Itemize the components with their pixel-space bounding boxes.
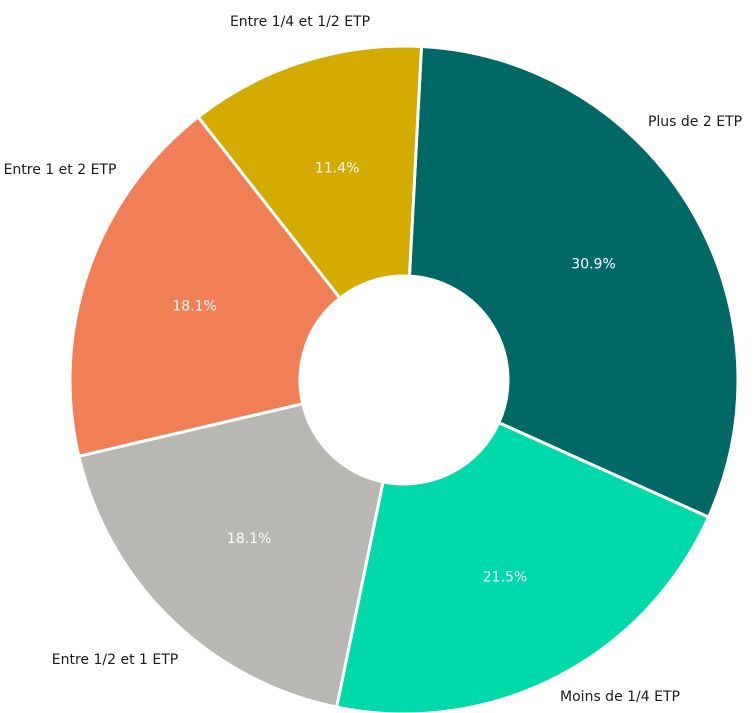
slice: [77, 401, 385, 709]
slice: [334, 420, 711, 713]
slice-value-label: 11.4%: [315, 160, 359, 176]
slice-category-label: Entre 1 et 2 ETP: [4, 162, 117, 178]
slice-category-label: Entre 1/4 et 1/2 ETP: [230, 14, 370, 30]
slice-category-label: Entre 1/2 et 1 ETP: [52, 652, 178, 668]
slice-value-label: 18.1%: [227, 531, 271, 547]
slice-value-label: 18.1%: [172, 298, 216, 314]
slice: [68, 114, 343, 459]
slice-value-label: 30.9%: [571, 256, 615, 272]
slice-category-label: Plus de 2 ETP: [648, 114, 742, 130]
slice-category-label: Moins de 1/4 ETP: [560, 689, 680, 705]
slice-value-label: 21.5%: [483, 570, 527, 586]
slice: [196, 44, 424, 301]
slice: [407, 44, 740, 520]
